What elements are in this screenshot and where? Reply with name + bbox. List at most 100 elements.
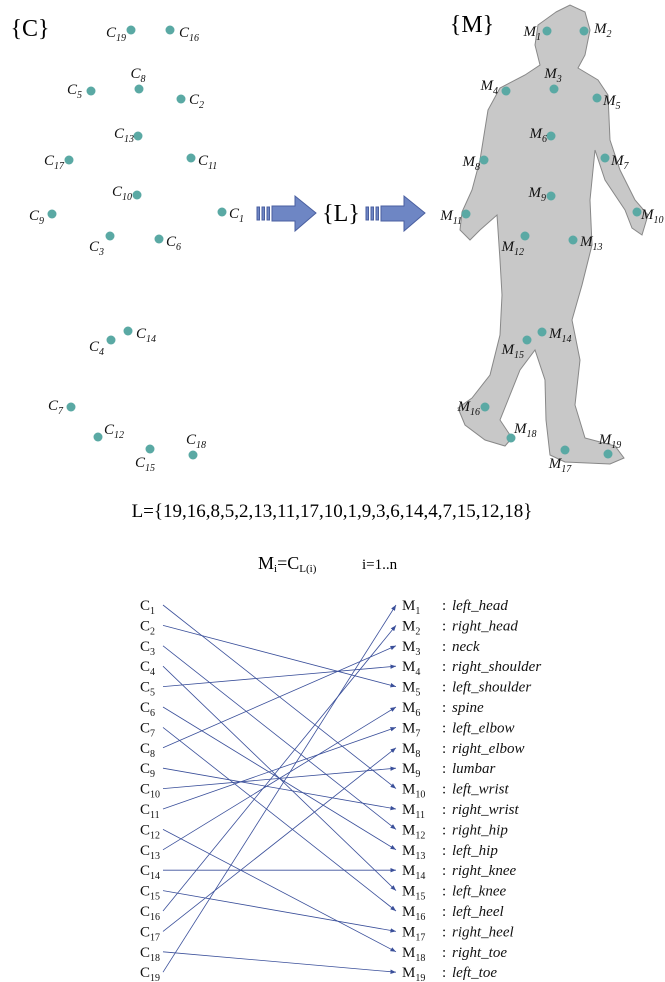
separator: :: [442, 659, 446, 675]
c-list-item: C17: [140, 924, 160, 943]
separator: :: [442, 822, 446, 838]
c-list-item-index: 8: [150, 749, 155, 760]
m-point-label-index: 19: [611, 440, 621, 451]
c-point-label-index: 17: [54, 161, 65, 172]
separator: :: [442, 761, 446, 777]
m-list-item-letter: M: [402, 965, 415, 981]
c-list-item: C3: [140, 639, 155, 658]
c-list-item-letter: C: [140, 720, 150, 736]
c-point-label-index: 11: [208, 161, 217, 172]
c-list-item: C2: [140, 618, 155, 637]
c-point: [48, 210, 57, 219]
c-point-label-index: 5: [77, 90, 82, 101]
m-point-label-index: 16: [470, 407, 480, 418]
c-point-label: C14: [136, 326, 156, 345]
m-list-item-index: 14: [415, 871, 425, 882]
m-point: [550, 85, 559, 94]
m-point: [547, 132, 556, 141]
m-list-item: M12: [402, 822, 425, 841]
mapping-arrow: [163, 666, 396, 686]
c-point: [67, 403, 76, 412]
separator: :: [442, 924, 446, 940]
c-point-label-index: 16: [189, 33, 199, 44]
c-point-label: C7: [48, 398, 64, 417]
m-list-item-index: 6: [415, 708, 420, 719]
c-point: [134, 132, 143, 141]
c-point-label: C13: [114, 126, 134, 145]
m-list-item-index: 7: [415, 728, 420, 739]
m-point: [502, 87, 511, 96]
c-list-item-letter: C: [140, 843, 150, 859]
c-point: [146, 445, 155, 454]
c-list-item: C9: [140, 761, 155, 780]
separator: :: [442, 700, 446, 716]
c-point-label-index: 4: [99, 347, 104, 358]
m-point-label-index: 12: [514, 247, 524, 258]
m-point: [521, 232, 530, 241]
m-list-item: M5: [402, 680, 420, 699]
m-point-label: M2: [593, 21, 612, 40]
m-point: [601, 154, 610, 163]
c-list-item-letter: C: [140, 618, 150, 634]
m-list-item: M4: [402, 659, 420, 678]
c-list-item-index: 13: [150, 851, 160, 862]
m-list-item-index: 13: [415, 851, 425, 862]
c-point: [133, 191, 142, 200]
m-list-item: M7: [402, 720, 420, 739]
mapping-arrow: [163, 891, 396, 932]
m-point-label-index: 7: [624, 161, 630, 172]
c-point-label-index: 13: [124, 134, 134, 145]
c-point: [177, 95, 186, 104]
m-point-label-index: 1: [536, 32, 541, 43]
m-point-label-index: 10: [654, 215, 664, 226]
c-point: [127, 26, 136, 35]
joint-name: left_hip: [452, 843, 498, 859]
c-point-label: C4: [89, 339, 104, 358]
c-list-item: C13: [140, 843, 160, 862]
c-point-label-index: 6: [176, 242, 181, 253]
c-point: [189, 451, 198, 460]
c-list-item: C1: [140, 598, 155, 617]
m-point-label-index: 17: [561, 464, 572, 475]
set-l-label: {L}: [322, 201, 360, 227]
c-point: [166, 26, 175, 35]
separator: :: [442, 680, 446, 696]
c-list-item: C12: [140, 822, 160, 841]
c-list-item-letter: C: [140, 884, 150, 900]
c-point: [65, 156, 74, 165]
c-list-item-index: 15: [150, 892, 160, 903]
c-point-label-index: 19: [116, 33, 126, 44]
c-list-item-letter: C: [140, 741, 150, 757]
m-point-label-index: 3: [556, 74, 562, 85]
m-point-label: M11: [439, 208, 462, 227]
c-point-label-index: 2: [199, 100, 204, 111]
m-list-item-letter: M: [402, 618, 415, 634]
joint-name: right_heel: [452, 924, 514, 940]
m-list-item-index: 11: [415, 810, 425, 821]
mapping-arrow: [163, 952, 396, 972]
m-point: [547, 192, 556, 201]
mapping-li: L(i): [299, 563, 316, 575]
c-list-item-letter: C: [140, 700, 150, 716]
m-list-item-letter: M: [402, 904, 415, 920]
joint-name: left_elbow: [452, 720, 515, 736]
mapping-arrow: [163, 748, 396, 932]
c-point-label: C17: [44, 153, 65, 172]
c-list-item-index: 16: [150, 912, 160, 923]
c-list-item-letter: C: [140, 822, 150, 838]
c-point: [87, 87, 96, 96]
m-point-label-index: 2: [607, 29, 612, 40]
c-list-item-letter: C: [140, 659, 150, 675]
m-list-item: M9: [402, 761, 420, 780]
m-list-item-index: 16: [415, 912, 425, 923]
mapping-arrow: [163, 666, 396, 890]
c-list-item-letter: C: [140, 904, 150, 920]
m-list-item: M3: [402, 639, 420, 658]
joint-name: left_wrist: [452, 782, 510, 798]
c-point-label: C18: [186, 432, 206, 451]
m-point: [480, 156, 489, 165]
m-list-item: M13: [402, 843, 425, 862]
c-list-item-index: 2: [150, 626, 155, 637]
c-list-item: C16: [140, 904, 160, 923]
m-list-item: M2: [402, 618, 420, 637]
